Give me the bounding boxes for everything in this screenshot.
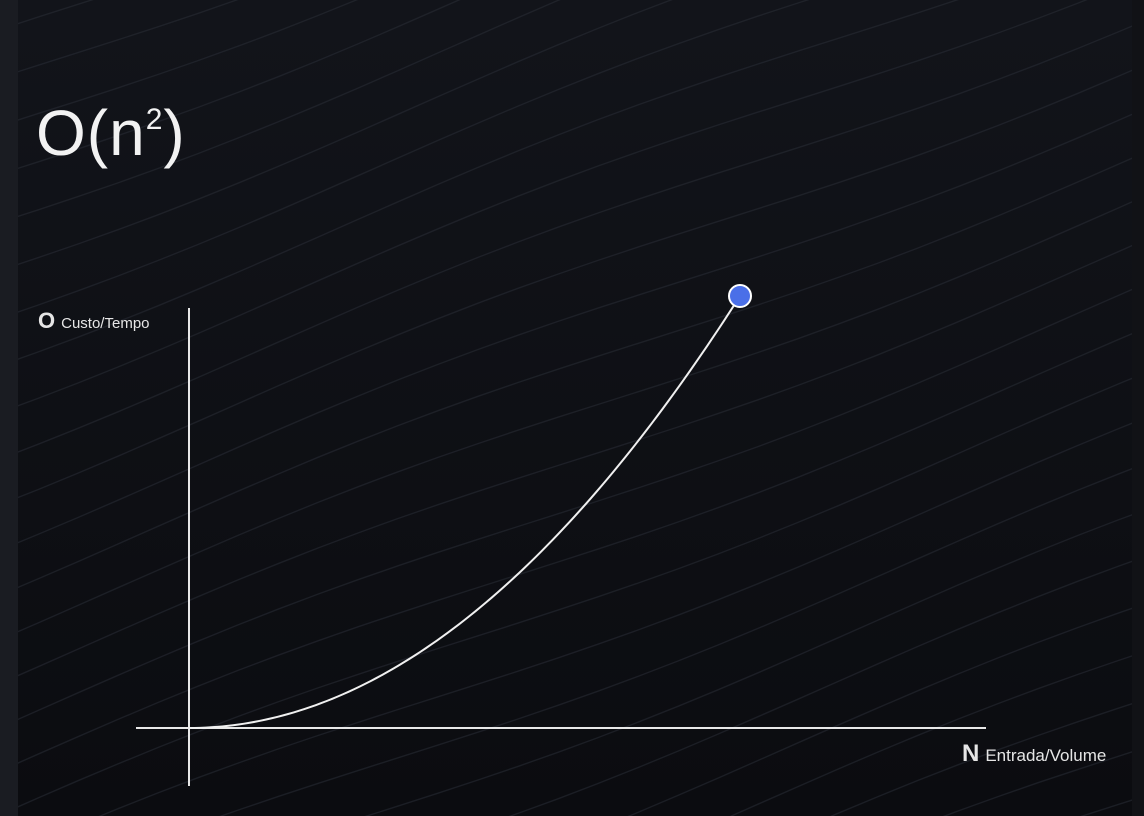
background-wave-line — [508, 560, 1132, 816]
background-wave-line — [18, 0, 1088, 407]
background-wave-line — [18, 113, 1132, 544]
title-suffix: ) — [163, 97, 186, 169]
background-wave-line — [729, 655, 1132, 816]
left-edge-strip — [0, 0, 18, 816]
x-axis-label: N Entrada/Volume — [962, 740, 1106, 768]
y-axis-label-text: Custo/Tempo — [61, 315, 150, 332]
background-wave-line — [18, 288, 1132, 721]
slide: O(n2) O Custo/Tempo N Entrada/Volume — [18, 0, 1132, 816]
background-wave-line — [18, 0, 239, 73]
background-wave-line — [18, 0, 673, 266]
background-wave-line — [627, 607, 1132, 816]
background-wave-line — [18, 201, 1132, 633]
background-wave-line — [98, 422, 1132, 816]
y-axis-label: O Custo/Tempo — [38, 308, 150, 334]
title-text: O(n — [36, 97, 146, 169]
title-superscript: 2 — [145, 102, 164, 136]
background-wave-line — [18, 0, 561, 218]
x-axis-symbol: N — [962, 740, 980, 767]
background-wave-line — [18, 244, 1132, 677]
background-waves — [18, 0, 1132, 816]
background-wave-line — [942, 751, 1132, 816]
background-wave-line — [18, 0, 359, 121]
plot-area — [136, 284, 986, 786]
chart-title: O(n2) — [36, 96, 186, 170]
background-wave-line — [18, 25, 1132, 453]
background-wave-line — [219, 468, 1132, 816]
background-wave-line — [18, 0, 461, 170]
background-wave-line — [364, 514, 1132, 816]
endpoint-marker — [728, 284, 752, 308]
background-wave-line — [18, 69, 1132, 499]
right-edge-strip — [1132, 0, 1144, 816]
x-axis-label-text: Entrada/Volume — [985, 746, 1107, 765]
background-wave-line — [18, 157, 1132, 589]
y-axis-symbol: O — [38, 308, 56, 333]
series-line — [188, 295, 741, 729]
background-wave-line — [829, 703, 1132, 816]
background-wave-line — [18, 377, 1132, 808]
background-wave-line — [18, 332, 1132, 764]
background-wave-line — [18, 0, 810, 313]
background-wave-line — [18, 0, 959, 360]
